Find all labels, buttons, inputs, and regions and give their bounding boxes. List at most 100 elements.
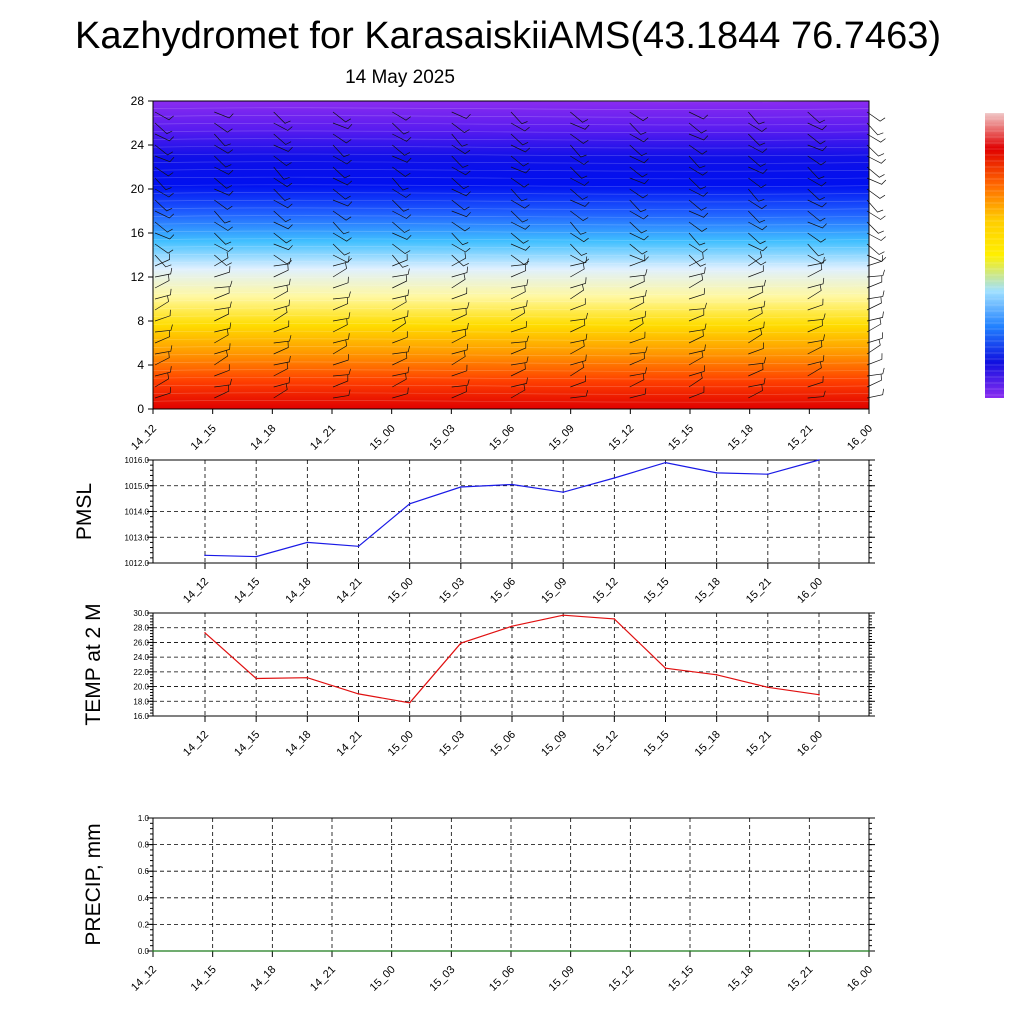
data-point: [204, 554, 206, 557]
x-tick-label: 15_15: [642, 576, 672, 606]
wind-barb: [629, 331, 646, 344]
data-point: [748, 950, 751, 952]
wind-barb: [214, 266, 231, 278]
wind-barb: [570, 111, 589, 123]
wind-barb: [273, 341, 289, 355]
wind-barb: [154, 155, 175, 163]
wind-barb: [392, 345, 410, 355]
contour-line: [152, 400, 870, 403]
wind-barb: [451, 364, 468, 377]
wind-barb: [510, 362, 526, 377]
wind-barb: [807, 188, 825, 201]
wind-barb: [214, 280, 233, 289]
wind-barb: [629, 254, 649, 262]
wind-barb: [154, 387, 171, 399]
wind-barb: [332, 243, 351, 256]
y-axis-label: TEMP at 2 M: [82, 603, 105, 725]
wind-barb: [154, 166, 174, 177]
wind-barb: [688, 309, 705, 322]
data-point: [613, 477, 616, 479]
wind-barb: [154, 324, 173, 333]
wind-barb: [451, 221, 471, 232]
wind-barb: [688, 323, 707, 333]
contour-line: [152, 199, 870, 203]
data-point: [818, 693, 820, 696]
wind-barb: [392, 387, 409, 399]
wind-barb: [214, 243, 234, 252]
data-point: [306, 541, 309, 544]
x-tick-label: 14_21: [335, 729, 365, 759]
wind-barb: [807, 166, 825, 180]
colorbar-gradient: [985, 113, 1004, 398]
wind-barb: [688, 372, 703, 388]
wind-barb: [866, 353, 883, 366]
wind-barb: [392, 232, 412, 240]
wind-barb: [214, 385, 230, 399]
wind-barb: [570, 284, 584, 300]
data-point: [562, 491, 564, 494]
wind-barb: [748, 232, 766, 245]
wind-barb: [273, 335, 292, 344]
wind-barb: [748, 300, 766, 311]
x-tick-label: 15_12: [606, 964, 636, 994]
wind-barb: [866, 339, 881, 355]
wind-barb: [154, 243, 174, 254]
x-tick-label: 15_00: [386, 729, 416, 759]
y-tick-label: 4: [137, 358, 144, 372]
wind-barb: [451, 287, 468, 300]
wind-barb: [807, 376, 824, 388]
x-tick-label: 16_00: [845, 423, 875, 453]
wind-barb: [332, 111, 351, 123]
wind-barb: [807, 221, 827, 229]
wind-barb: [570, 133, 589, 144]
contour-line: [152, 130, 870, 133]
wind-barb: [807, 210, 826, 222]
x-tick-label: 15_03: [427, 423, 457, 453]
wind-barb: [510, 188, 528, 202]
wind-barb: [273, 320, 290, 333]
wind-barb: [510, 377, 528, 388]
wind-barb: [629, 122, 647, 135]
wind-barb: [629, 166, 648, 178]
x-tick-label: 15_06: [488, 729, 518, 759]
wind-barb: [807, 340, 823, 355]
y-tick-label: 1013.0: [125, 533, 150, 542]
contour-line: [152, 223, 870, 226]
data-point: [715, 674, 718, 676]
wind-barb: [510, 279, 529, 289]
contour-line: [152, 207, 870, 210]
data-point: [408, 503, 411, 505]
precip-panel: 0.0 0.2 0.4 0.6 0.8 1.0 14_12 14_15 14_18 14_21 15…: [82, 814, 875, 994]
data-point: [767, 473, 769, 476]
wind-barb: [688, 252, 704, 267]
wind-barb: [629, 310, 647, 322]
wind-barb: [451, 177, 470, 190]
contour-line: [152, 276, 870, 280]
wind-barb: [273, 376, 291, 388]
wind-barb: [807, 133, 826, 145]
x-tick-label: 15_21: [785, 964, 815, 994]
wind-barb: [332, 232, 352, 242]
wind-barb: [688, 386, 705, 399]
wind-barb: [866, 388, 884, 399]
y-tick-label: 1012.0: [125, 559, 150, 568]
wind-barb: [273, 306, 288, 322]
y-tick-label: 18.0: [133, 697, 149, 706]
wind-barb: [392, 253, 408, 267]
wind-barb: [332, 166, 351, 179]
x-tick-label: 15_03: [427, 964, 457, 994]
wind-barb: [807, 155, 827, 166]
wind-barb: [332, 291, 351, 300]
wind-barb: [866, 232, 886, 241]
wind-barb: [629, 346, 648, 355]
wind-barb: [332, 177, 353, 186]
wind-barb: [748, 321, 765, 333]
data-point: [511, 483, 513, 486]
wind-barb: [332, 199, 353, 207]
x-tick-label: 14_15: [232, 729, 262, 759]
wind-barb: [510, 306, 526, 322]
wind-barb: [688, 111, 709, 120]
data-point: [331, 950, 333, 952]
wind-barb: [451, 144, 471, 155]
wind-barb: [392, 111, 412, 121]
